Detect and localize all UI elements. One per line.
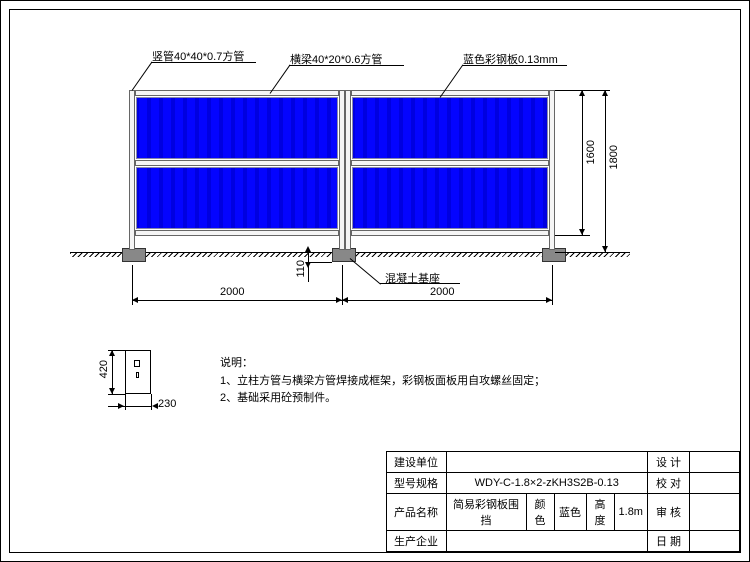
dim-width-1: 2000 [220, 286, 244, 298]
tb-model-value: WDY-C-1.8×2-zKH3S2B-0.13 [446, 473, 648, 494]
tb-org-label: 建设单位 [386, 452, 446, 473]
steel-panel [136, 97, 338, 159]
notes-title: 说明： [220, 355, 545, 373]
ext-line [108, 406, 125, 407]
footing-inner [134, 360, 140, 367]
footing-inner [136, 372, 139, 378]
tb-org-value [446, 452, 648, 473]
dim-total-height: 1800 [608, 145, 620, 169]
tb-design: 设 计 [648, 452, 690, 473]
ext-line [108, 394, 125, 395]
tb-date: 日 期 [648, 531, 690, 552]
dim-panel-height: 1600 [585, 140, 597, 164]
notes-line2: 2、基础采用砼预制件。 [220, 390, 545, 408]
tb-model-label: 型号规格 [386, 473, 446, 494]
ext-line [125, 394, 126, 410]
tb-review-value [690, 494, 740, 531]
dim-line [582, 90, 583, 235]
tb-height-label: 高度 [586, 494, 614, 531]
tb-mfr-value [446, 531, 648, 552]
callout-beam: 横梁40*20*0.6方管 [290, 51, 382, 67]
vertical-post [549, 90, 555, 250]
leader-line [350, 258, 381, 284]
ext-line [308, 262, 332, 263]
dim-footing-h: 420 [98, 360, 110, 378]
steel-panel [136, 167, 338, 229]
horizontal-beam [135, 230, 339, 236]
dim-width-2: 2000 [430, 286, 454, 298]
dim-line [125, 406, 151, 407]
tb-product-label: 产品名称 [386, 494, 446, 531]
callout-post: 竖管40*40*0.7方管 [152, 48, 244, 64]
tb-height-value: 1.8m [614, 494, 648, 531]
concrete-base [542, 248, 566, 262]
leader-line [132, 62, 153, 91]
notes-block: 说明： 1、立柱方管与横梁方管焊接成框架，彩钢板面板用自攻螺丝固定； 2、基础采… [220, 355, 545, 408]
dim-line [342, 300, 552, 301]
tb-check: 校 对 [648, 473, 690, 494]
callout-sheet: 蓝色彩钢板0.13mm [463, 51, 558, 67]
tb-product-value: 简易彩钢板围挡 [446, 494, 526, 531]
callout-base: 混凝土基座 [385, 270, 440, 286]
tb-review: 审 核 [648, 494, 690, 531]
tb-date-value [690, 531, 740, 552]
tb-color-label: 颜色 [526, 494, 554, 531]
tb-check-value [690, 473, 740, 494]
horizontal-beam [351, 230, 549, 236]
horizontal-beam [135, 90, 339, 96]
steel-panel [352, 97, 548, 159]
dim-base-height: 110 [295, 260, 307, 278]
ext-line [555, 235, 590, 236]
concrete-base [122, 248, 146, 262]
tb-color-value: 蓝色 [554, 494, 586, 531]
vertical-post [345, 90, 351, 250]
notes-line1: 1、立柱方管与横梁方管焊接成框架，彩钢板面板用自攻螺丝固定； [220, 373, 545, 391]
drawing-frame: 竖管40*40*0.7方管 横梁40*20*0.6方管 蓝色彩钢板0.13mm … [9, 9, 741, 553]
dim-footing-w: 230 [158, 398, 176, 410]
tb-design-value [690, 452, 740, 473]
dim-line [605, 90, 606, 252]
vertical-post [129, 90, 135, 250]
drawing-sheet: 竖管40*40*0.7方管 横梁40*20*0.6方管 蓝色彩钢板0.13mm … [0, 0, 750, 562]
title-block: 建设单位 设 计 型号规格 WDY-C-1.8×2-zKH3S2B-0.13 校… [386, 451, 741, 552]
dim-line [132, 300, 342, 301]
steel-panel [352, 167, 548, 229]
horizontal-beam [351, 90, 549, 96]
horizontal-beam [135, 160, 339, 166]
horizontal-beam [351, 160, 549, 166]
ext-line [552, 265, 553, 305]
tb-mfr-label: 生产企业 [386, 531, 446, 552]
ext-line [555, 252, 610, 253]
